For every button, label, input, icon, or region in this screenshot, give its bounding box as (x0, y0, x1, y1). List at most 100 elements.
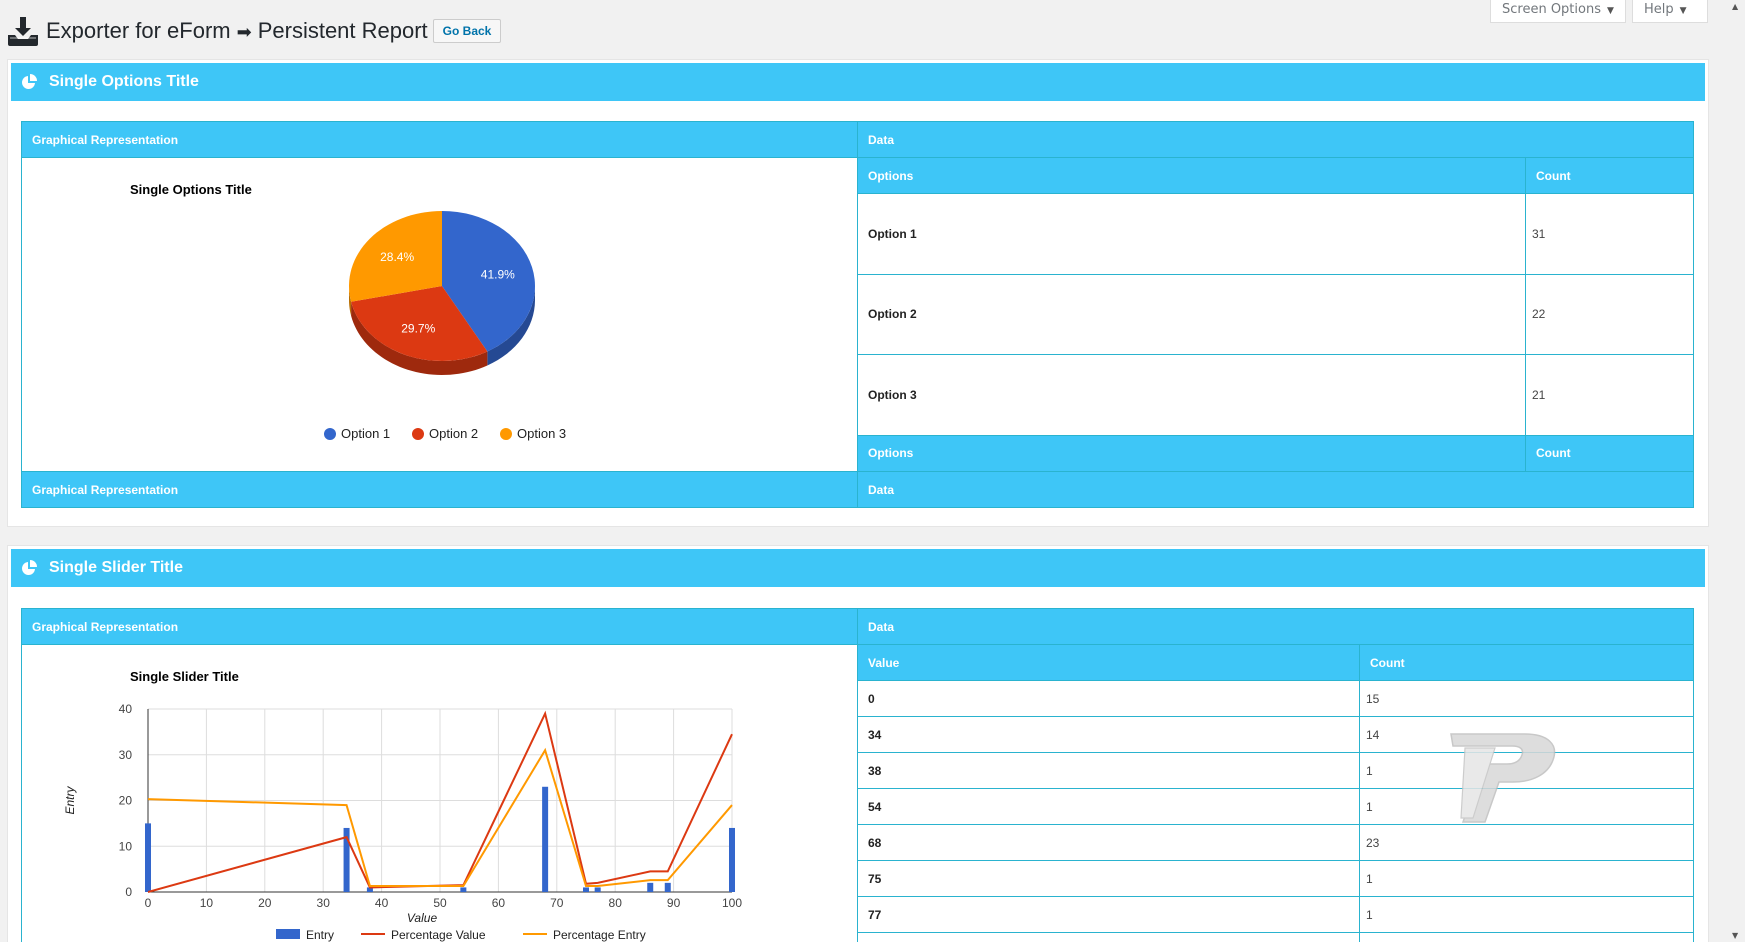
option-cell: Option 1 (857, 193, 1526, 275)
bar (343, 827, 350, 892)
count-cell: 1 (1358, 896, 1695, 933)
title-part2: Persistent Report (257, 18, 428, 43)
value-cell: 68 (857, 824, 1360, 861)
x-tick-label: 40 (375, 896, 389, 910)
scroll-down-icon[interactable]: ▼ (1732, 931, 1739, 940)
pie-chart-cell: Single Options Title 41.9% 29.7% 28.4% Optio… (21, 157, 858, 472)
graphical-footer: Graphical Representation (21, 471, 858, 508)
slider-panel: Single Slider Title Graphical Representa… (7, 545, 1709, 942)
arrow-right-icon: ➡ (236, 22, 252, 42)
pie-slice-side (487, 286, 535, 366)
legend-label: Option 3 (517, 426, 566, 441)
bar (583, 887, 589, 892)
x-tick-label: 20 (258, 896, 272, 910)
x-tick-label: 30 (317, 896, 331, 910)
x-tick-label: 50 (433, 896, 447, 910)
series-line (147, 710, 733, 893)
y-tick-label: 10 (119, 839, 133, 853)
value-cell: 0 (857, 680, 1360, 717)
help-button[interactable]: Help ▼ (1632, 0, 1708, 23)
legend-marker (500, 428, 512, 440)
count-col-header: Count (1358, 644, 1695, 681)
y-tick-label: 20 (119, 794, 133, 808)
screen-options-label: Screen Options (1502, 2, 1601, 17)
x-tick-label: 10 (200, 896, 214, 910)
option-cell: Option 2 (857, 273, 1526, 356)
title-part1: Exporter for eForm (46, 18, 231, 43)
count-col-footer: Count (1524, 434, 1695, 473)
x-axis-label: Value (407, 911, 438, 925)
options-panel: Single Options Title Graphical Represent… (7, 59, 1709, 527)
data-header: Data (856, 121, 1695, 158)
caret-down-icon: ▼ (1679, 6, 1687, 16)
chart-title: Single Slider Title (130, 669, 239, 684)
legend-label: Entry (306, 928, 334, 942)
panel-title: Single Options Title (49, 73, 199, 90)
options-report-table: Graphical Representation Data Single Opt… (21, 121, 1695, 508)
bar (647, 882, 654, 892)
legend-label: Option 2 (429, 426, 478, 441)
series-line (147, 747, 733, 888)
bar (366, 887, 373, 892)
options-col-footer: Options (857, 434, 1526, 473)
data-footer: Data (856, 471, 1695, 508)
bar (542, 786, 549, 892)
slider-report-table: Graphical Representation Data Single Sli… (21, 608, 1695, 942)
legend-marker (324, 428, 336, 440)
value-cell: 34 (857, 716, 1360, 753)
x-tick-label: 90 (667, 896, 681, 910)
count-cell: 23 (1358, 824, 1695, 861)
screen-options-button[interactable]: Screen Options ▼ (1490, 0, 1626, 23)
y-axis-label: Entry (63, 786, 77, 815)
count-cell: 1 (1358, 860, 1695, 897)
options-col-header: Options (857, 156, 1526, 195)
watermark-logo (1450, 733, 1556, 823)
scroll-up-icon[interactable]: ▲ (1732, 2, 1739, 11)
panel-header: Single Options Title (11, 63, 1705, 101)
count-cell-partial (1358, 932, 1695, 942)
pie-slice (442, 211, 535, 352)
combo-chart-cell: Single Slider Title 0 10 20 30 40 50 60 70 80 90 10… (21, 644, 858, 942)
graphical-header: Graphical Representation (21, 121, 858, 158)
bar (729, 827, 735, 892)
data-header: Data (856, 608, 1695, 645)
x-tick-label: 0 (145, 896, 152, 910)
legend-marker (276, 929, 300, 939)
pie-slice-side (351, 301, 488, 375)
download-icon (8, 17, 38, 46)
panel-header: Single Slider Title (11, 549, 1705, 587)
pie-chart: Single Options Title 41.9% 29.7% 28.4% Optio… (130, 182, 566, 441)
pie-slice (349, 211, 442, 302)
bar (460, 887, 467, 892)
y-tick-label: 40 (119, 702, 133, 716)
go-back-button[interactable]: Go Back (432, 19, 502, 43)
graphical-header: Graphical Representation (21, 608, 858, 645)
combo-chart: Single Slider Title 0 10 20 30 40 50 60 70 80 90 10… (63, 669, 742, 942)
x-tick-label: 80 (609, 896, 623, 910)
count-cell: 22 (1524, 273, 1695, 356)
page-scrollbar[interactable]: ▲ ▼ (1728, 0, 1745, 942)
value-cell: 54 (857, 788, 1360, 825)
value-cell-partial (857, 932, 1360, 942)
page-title: Exporter for eForm ➡ Persistent Report (46, 18, 428, 44)
caret-down-icon: ▼ (1607, 6, 1614, 16)
legend-marker (412, 428, 424, 440)
pie-chart-icon (22, 560, 37, 575)
y-tick-label: 0 (125, 885, 132, 899)
count-cell: 15 (1358, 680, 1695, 717)
value-cell: 77 (857, 896, 1360, 933)
x-tick-label: 60 (492, 896, 506, 910)
count-col-header: Count (1524, 156, 1695, 195)
legend-label: Percentage Value (391, 928, 486, 942)
count-cell: 31 (1524, 193, 1695, 275)
panel-title: Single Slider Title (49, 559, 183, 576)
pie-slice-side (349, 285, 352, 316)
x-tick-label: 100 (722, 896, 742, 910)
bar (594, 887, 601, 892)
option-cell: Option 3 (857, 354, 1526, 436)
page-heading: Exporter for eForm ➡ Persistent Report Go … (6, 14, 502, 48)
x-tick-label: 70 (550, 896, 564, 910)
legend-label: Percentage Entry (553, 928, 646, 942)
pie-slice-label: 28.4% (380, 250, 414, 264)
count-cell: 21 (1524, 354, 1695, 436)
